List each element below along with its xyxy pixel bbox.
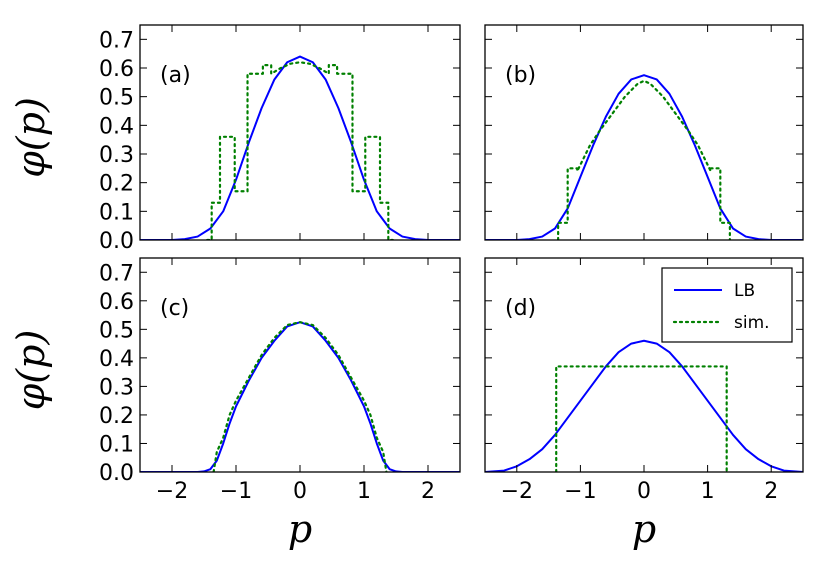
x-tick-label: 2 [764, 479, 778, 504]
x-tick-label: 1 [701, 479, 715, 504]
y-tick-label: 0.7 [99, 28, 134, 53]
y-tick-label: 0.2 [99, 404, 134, 429]
legend-label-sim: sim. [734, 313, 770, 333]
series-lb-line [485, 74, 803, 240]
series-sim-line [555, 365, 728, 472]
series-group [485, 74, 803, 240]
panel-4: −2 −1 0 1 2 (d) p LB sim. [484, 257, 804, 551]
panel-1: 0.0 0.1 0.2 0.3 0.4 0.5 0.6 0.7 (a) φ(p) [9, 24, 461, 254]
x-tick-label: −1 [564, 479, 596, 504]
series-lb-line [140, 321, 460, 472]
y-tick-label: 0.1 [99, 200, 134, 225]
series-group [485, 339, 803, 472]
panel-3: −2 −1 0 1 2 0.0 0.1 0.2 0.3 0.4 0.5 0.6 0.7 (c) φ(p) p [9, 257, 461, 551]
x-tick-label: 0 [293, 479, 307, 504]
y-tick-label: 0.4 [99, 114, 134, 139]
y-tick-label: 0.5 [99, 86, 134, 111]
series-lb-line [485, 339, 803, 472]
x-tick-label: 1 [357, 479, 371, 504]
x-tick-label: −2 [156, 479, 188, 504]
y-tick-label: 0.3 [99, 375, 134, 400]
plot-frame [484, 24, 804, 241]
series-sim-line [212, 321, 388, 472]
y-tick-label: 0.4 [99, 347, 134, 372]
x-tick-label: 2 [421, 479, 435, 504]
series-lb-line [140, 55, 460, 240]
legend-box [661, 267, 793, 343]
panel-label: (b) [505, 63, 536, 88]
series-sim-line [206, 61, 394, 240]
y-axis-title: φ(p) [9, 97, 53, 178]
y-tick-label: 0.5 [99, 318, 134, 343]
legend-label-lb: LB [734, 281, 755, 301]
x-axis-title: p [288, 507, 312, 551]
series-sim-line [557, 79, 731, 240]
plot-frame [139, 257, 461, 473]
x-tick-label: 0 [637, 479, 651, 504]
panel-label: (a) [160, 63, 191, 88]
panel-2: (b) [484, 24, 804, 241]
y-tick-label: 0.2 [99, 172, 134, 197]
y-tick-label: 0.6 [99, 290, 134, 315]
legend: LB sim. [661, 267, 793, 343]
y-tick-label: 0.3 [99, 143, 134, 168]
y-tick-label: 0.0 [99, 461, 134, 486]
panel-label: (d) [505, 296, 536, 321]
series-group [140, 55, 460, 240]
y-tick-label: 0.6 [99, 57, 134, 82]
series-group [140, 321, 460, 472]
x-axis-title: p [632, 507, 656, 551]
y-axis-title: φ(p) [9, 330, 53, 411]
y-tick-label: 0.7 [99, 261, 134, 286]
y-tick-label: 0.1 [99, 432, 134, 457]
y-tick-label: 0.0 [99, 229, 134, 254]
panel-label: (c) [160, 296, 189, 321]
x-tick-label: −1 [220, 479, 252, 504]
x-tick-label: −2 [501, 479, 533, 504]
